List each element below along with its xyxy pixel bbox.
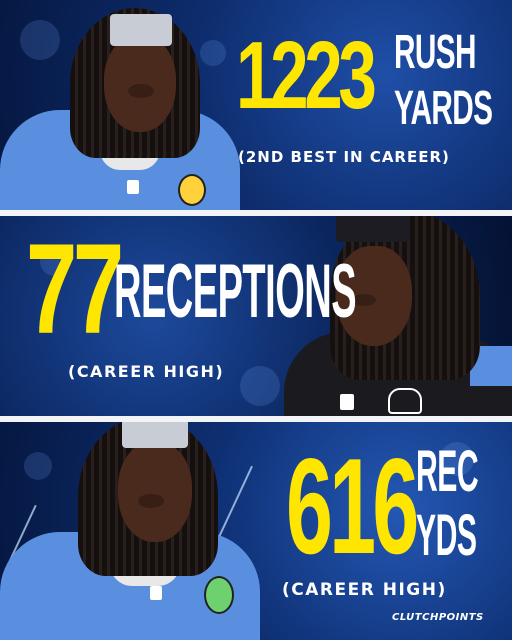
bokeh-light (24, 452, 52, 480)
nfl-shield-icon (150, 586, 162, 600)
mouth-shadow (138, 494, 164, 508)
bokeh-light (240, 366, 280, 406)
stat-label-line1: RUSH (394, 26, 476, 79)
stat-label-line1: REC (416, 439, 479, 504)
stat-value-receptions: 77 (26, 218, 124, 361)
bokeh-light (20, 20, 60, 60)
team-patch-icon (204, 576, 234, 614)
stat-value-rec-yds: 616 (286, 430, 419, 582)
bokeh-light (40, 246, 70, 276)
mouth-shadow (352, 294, 376, 306)
stat-value-rush-yards: 1223 (236, 22, 377, 129)
stat-note: (CAREER HIGH) (68, 362, 225, 381)
nfl-shield-icon (127, 180, 139, 194)
stat-label-line2: YARDS (394, 82, 493, 135)
panel-divider (0, 210, 512, 216)
bokeh-light (440, 442, 474, 476)
bokeh-light (200, 40, 226, 66)
player-face (104, 36, 176, 132)
headband (336, 216, 410, 242)
stat-panel-receptions: 77 RECEPTIONS (CAREER HIGH) (0, 216, 512, 416)
team-patch-icon (388, 388, 422, 414)
headband (122, 422, 188, 448)
stat-panel-rush-yards: 1223 RUSH YARDS (2ND BEST IN CAREER) (0, 0, 512, 210)
stat-label-line2: YDS (416, 503, 477, 568)
player-face (118, 442, 192, 542)
stat-note: (CAREER HIGH) (282, 580, 447, 600)
headband (110, 14, 172, 46)
team-patch-icon (178, 174, 206, 206)
stat-label-line1: RECEPTIONS (114, 249, 357, 334)
panel-divider (0, 416, 512, 422)
player-face (336, 246, 412, 346)
stat-panel-rec-yds: 616 REC YDS (CAREER HIGH) CLUTCHPOINTS (0, 422, 512, 640)
brand-logo: CLUTCHPOINTS (392, 612, 484, 623)
stat-note: (2ND BEST IN CAREER) (238, 148, 450, 166)
nfl-shield-icon (340, 394, 354, 410)
mouth-shadow (128, 84, 154, 98)
